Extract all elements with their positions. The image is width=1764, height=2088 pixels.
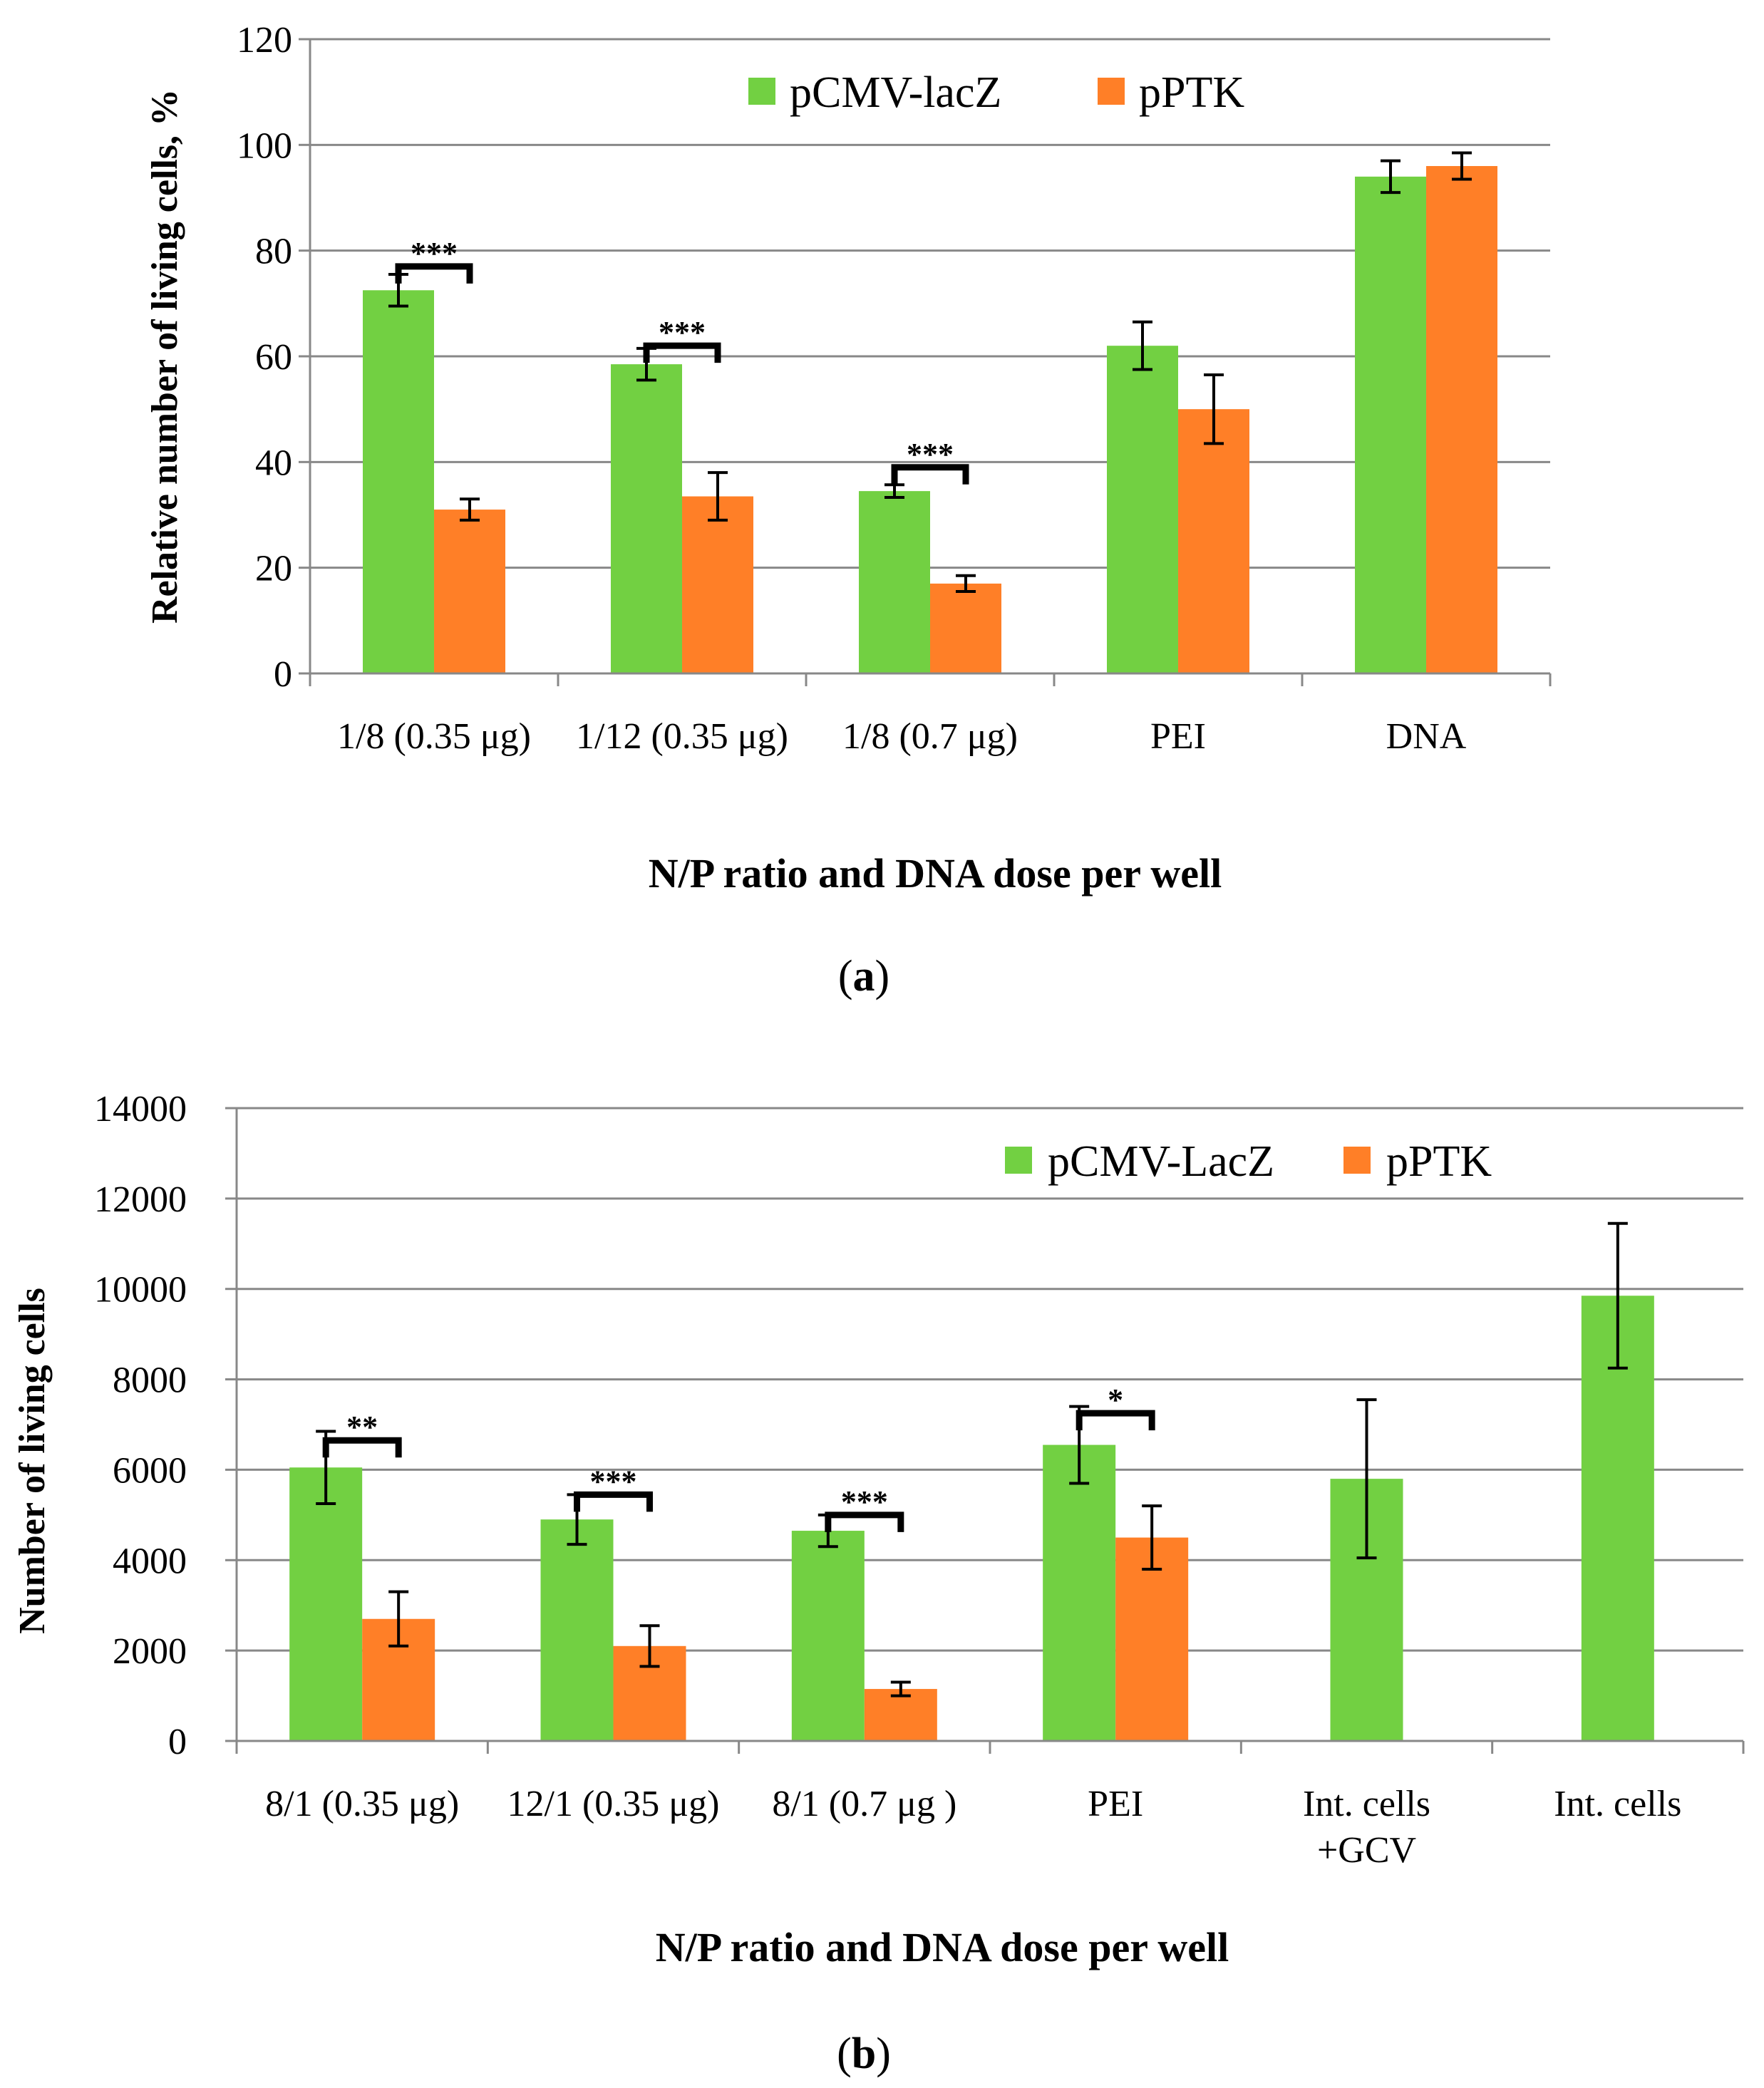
chart-b-significance: ********* <box>322 1382 1155 1532</box>
bar-pcmv-lacz <box>859 491 930 673</box>
x-tick-label: 12/1 (0.35 μg) <box>507 1784 720 1824</box>
y-tick-label: 0 <box>274 654 292 695</box>
legend-label-pcmv-lacz: pCMV-LacZ <box>1048 1137 1274 1186</box>
significance-label: * <box>1108 1382 1123 1417</box>
panel-letter-a: a <box>853 952 875 1001</box>
legend-swatch-pptk <box>1343 1147 1371 1174</box>
significance-label: *** <box>907 437 954 472</box>
chart-a-significance: *** *** *** <box>395 236 969 485</box>
panel-label-a: (a) <box>838 952 889 1001</box>
chart-a-x-axis-label: N/P ratio and DNA dose per well <box>649 850 1222 896</box>
chart-a-gridlines <box>310 38 1550 569</box>
significance-bracket <box>574 1491 653 1512</box>
x-tick-label: PEI <box>1088 1784 1143 1824</box>
chart-b-gridlines <box>237 1107 1743 1652</box>
bar-pptk <box>864 1689 937 1741</box>
chart-b-x-ticks: 8/1 (0.35 μg) 12/1 (0.35 μg) 8/1 (0.7 μg )… <box>265 1784 1681 1871</box>
x-tick-label: +GCV <box>1317 1830 1416 1871</box>
significance-label: ** <box>346 1410 378 1444</box>
significance-label: *** <box>659 315 706 350</box>
significance-bracket <box>395 263 473 284</box>
x-tick-label: Int. cells <box>1554 1784 1681 1824</box>
bar-pcmv-lacz <box>289 1467 363 1741</box>
y-tick-label: 12000 <box>94 1179 187 1220</box>
y-tick-label: 60 <box>255 337 292 378</box>
chart-a-legend: pCMV-lacZ pPTK <box>748 68 1244 117</box>
chart-b-y-ticks: 0 2000 4000 6000 8000 10000 12000 14000 <box>94 1089 187 1762</box>
significance-label: *** <box>411 236 458 271</box>
x-tick-label: Int. cells <box>1303 1784 1430 1824</box>
y-tick-label: 6000 <box>113 1450 187 1491</box>
chart-b-legend: pCMV-LacZ pPTK <box>1005 1137 1492 1186</box>
bar-pptk <box>1178 409 1249 673</box>
significance-bracket <box>643 342 721 363</box>
y-tick-label: 100 <box>237 125 292 166</box>
bar-pcmv-lacz <box>1107 346 1178 673</box>
panel-label-b: (b) <box>837 2030 891 2078</box>
bar-pcmv-lacz <box>540 1519 614 1741</box>
significance-label: *** <box>590 1464 637 1499</box>
significance-bracket <box>891 464 969 485</box>
legend-label-pptk: pPTK <box>1386 1137 1492 1186</box>
y-tick-label: 14000 <box>94 1089 187 1130</box>
legend-swatch-pcmv-lacz <box>1005 1147 1032 1174</box>
chart-b-y-axis-label: Number of living cells <box>12 1288 53 1634</box>
x-tick-label: 8/1 (0.7 μg ) <box>772 1784 956 1824</box>
bar-pcmv-lacz <box>611 364 682 673</box>
bar-pcmv-lacz <box>1355 176 1426 674</box>
bar-pcmv-lacz <box>1043 1444 1116 1741</box>
legend-swatch-pcmv-lacz <box>748 78 775 105</box>
y-tick-label: 20 <box>255 549 292 589</box>
chart-a-x-ticks: 1/8 (0.35 μg) 1/12 (0.35 μg) 1/8 (0.7 μg) P… <box>337 716 1467 757</box>
bar-pptk <box>1426 166 1497 673</box>
chart-a-y-ticks: 0 20 40 60 80 100 120 <box>237 20 292 695</box>
chart-b: ********* 020004000600080001000012000140… <box>12 1089 1745 2078</box>
significance-label: *** <box>841 1484 888 1519</box>
y-tick-label: 40 <box>255 443 292 483</box>
bar-pcmv-lacz <box>1581 1296 1654 1741</box>
chart-a-error-bars <box>388 151 1472 594</box>
y-tick-label: 80 <box>255 232 292 272</box>
legend-label-pptk: pPTK <box>1139 68 1244 117</box>
bar-pptk <box>682 496 753 673</box>
x-tick-label: 1/8 (0.35 μg) <box>337 716 531 757</box>
bar-pcmv-lacz <box>363 290 434 674</box>
bar-pptk <box>1115 1537 1189 1741</box>
chart-b-bars <box>289 1296 1654 1741</box>
y-tick-label: 2000 <box>113 1631 187 1672</box>
legend-swatch-pptk <box>1098 78 1125 105</box>
x-tick-label: PEI <box>1150 716 1206 757</box>
chart-a-y-axis-label: Relative number of living cells, % <box>145 89 185 624</box>
x-tick-label: DNA <box>1386 716 1467 757</box>
chart-b-x-axis-label: N/P ratio and DNA dose per well <box>656 1924 1229 1970</box>
x-tick-label: 8/1 (0.35 μg) <box>265 1784 459 1824</box>
y-tick-label: 4000 <box>113 1541 187 1581</box>
bar-pptk <box>930 583 1001 673</box>
x-tick-label: 1/12 (0.35 μg) <box>576 716 788 757</box>
y-tick-label: 8000 <box>113 1360 187 1401</box>
panel-letter-b: b <box>852 2030 876 2078</box>
significance-bracket <box>1076 1410 1155 1431</box>
chart-a-bars <box>363 166 1497 674</box>
chart-a-axes <box>299 38 1552 686</box>
y-tick-label: 10000 <box>94 1270 187 1311</box>
x-tick-label: 1/8 (0.7 μg) <box>842 716 1018 757</box>
chart-b-axes <box>225 1107 1745 1754</box>
bar-pptk <box>434 510 505 673</box>
y-tick-label: 0 <box>168 1722 187 1762</box>
chart-b-error-bars <box>316 1221 1628 1697</box>
significance-bracket <box>322 1437 402 1458</box>
bar-pcmv-lacz <box>791 1531 865 1741</box>
significance-bracket <box>825 1511 904 1532</box>
legend-label-pcmv-lacz: pCMV-lacZ <box>790 68 1001 117</box>
y-tick-label: 120 <box>237 20 292 61</box>
